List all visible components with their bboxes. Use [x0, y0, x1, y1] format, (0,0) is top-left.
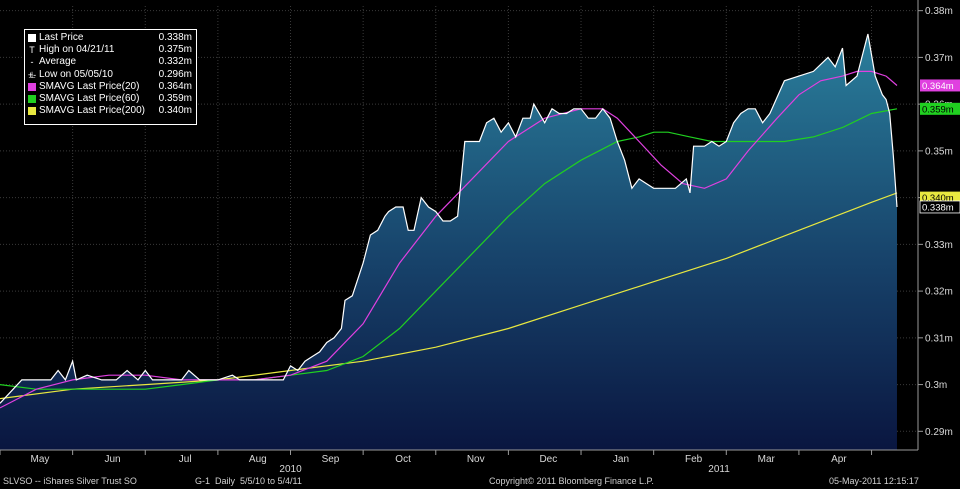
x-tick-label: Dec: [539, 454, 557, 465]
y-tick-label: 0.38m: [925, 6, 953, 17]
legend-swatch: [28, 94, 36, 103]
axis-tag-bg: [920, 79, 960, 92]
x-year-label: 2010: [279, 464, 302, 475]
x-tick-label: Sep: [322, 454, 340, 465]
footer-range: G-1 Daily 5/5/10 to 5/4/11: [195, 476, 302, 486]
y-tick-label: 0.37m: [925, 53, 953, 64]
x-tick-label: Aug: [249, 454, 267, 465]
legend-value: 0.375m: [158, 44, 192, 56]
legend-label: Low on 05/05/10: [39, 68, 113, 80]
series-lines: [0, 33, 898, 409]
legend-box: Last Price 0.338m T High on 04/21/11 0.375m -…: [24, 29, 197, 125]
axis-tag-label: 0.338m: [922, 202, 954, 213]
y-axis: 0.38m0.37m0.36m0.35m0.34m0.33m0.32m0.31m…: [917, 0, 953, 450]
legend-label: SMAVG Last Price(20): [39, 80, 140, 92]
x-tick-label: Jun: [105, 454, 121, 465]
x-tick-label: Mar: [758, 454, 776, 465]
axis-tag-bg: [920, 102, 960, 115]
footer-copyright: Copyright© 2011 Bloomberg Finance L.P.: [489, 476, 654, 486]
legend-swatch: [28, 82, 36, 91]
y-tick-label: 0.32m: [925, 287, 953, 298]
x-tick-label: Jul: [179, 454, 192, 465]
series-line-smavg-last-price-60-: [0, 108, 898, 390]
axis-tag-label: 0.364m: [922, 81, 954, 92]
y-tick-label: 0.29m: [925, 427, 953, 438]
legend-item: SMAVG Last Price(20) 0.364m: [25, 81, 196, 93]
legend-value: 0.340m: [158, 105, 192, 117]
axis-tag-label: 0.359m: [922, 104, 954, 115]
legend-swatch: [28, 34, 36, 42]
footer-timestamp: 05-May-2011 12:15:17: [829, 476, 919, 486]
x-tick-label: Apr: [831, 454, 847, 465]
x-axis: May Jun Jul Aug Sep Oct Nov Dec Jan Feb Mar Apr 2010…: [0, 449, 918, 475]
x-tick-label: Feb: [685, 454, 703, 465]
legend-item: T High on 04/21/11 0.375m: [25, 44, 196, 56]
y-tick-label: 0.31m: [925, 333, 953, 344]
y-tick-label: 0.3m: [925, 380, 947, 391]
legend-symbol: T: [29, 45, 35, 56]
legend-label: SMAVG Last Price(60): [39, 92, 140, 104]
footer-ticker: SLVSO -- iShares Silver Trust SO: [3, 476, 137, 486]
legend-item: -+- Average 0.332m: [25, 56, 196, 79]
legend-symbol: -+-: [27, 57, 37, 80]
legend-value: 0.296m: [158, 68, 192, 80]
legend-item: SMAVG Last Price(60) 0.359m: [25, 93, 196, 105]
axis-tag-bg: [919, 200, 960, 214]
axis-tag-label: 0.340m: [922, 193, 954, 204]
series-line-last-price: [0, 33, 898, 404]
legend-label: Last Price: [39, 32, 84, 43]
legend-item: ⊥ Low on 05/05/10 0.296m: [25, 69, 196, 81]
legend-label: High on 04/21/11: [39, 44, 115, 56]
x-tick-label: Nov: [467, 454, 485, 465]
legend-item: SMAVG Last Price(200) 0.340m: [25, 105, 196, 117]
legend-symbol: ⊥: [28, 69, 36, 80]
y-tick-label: 0.33m: [925, 240, 953, 251]
legend-value: 0.364m: [158, 80, 192, 92]
legend-swatch: [28, 107, 36, 116]
legend-label: Average: [39, 56, 77, 68]
series-line-smavg-last-price-200-: [0, 192, 898, 400]
legend-value: 0.332m: [158, 56, 192, 68]
legend-label: SMAVG Last Price(200): [39, 105, 145, 117]
x-year-label: 2011: [708, 464, 730, 475]
legend-item: Last Price 0.338m: [25, 32, 196, 44]
legend-value: 0.338m: [158, 32, 192, 43]
y-tick-label: 0.35m: [925, 146, 953, 157]
price-area: [0, 34, 897, 450]
x-tick-label: Oct: [395, 454, 411, 465]
x-tick-label: Jan: [613, 454, 629, 465]
price-area-fill: [0, 34, 897, 450]
x-tick-label: May: [30, 454, 49, 465]
legend-value: 0.359m: [158, 92, 192, 104]
